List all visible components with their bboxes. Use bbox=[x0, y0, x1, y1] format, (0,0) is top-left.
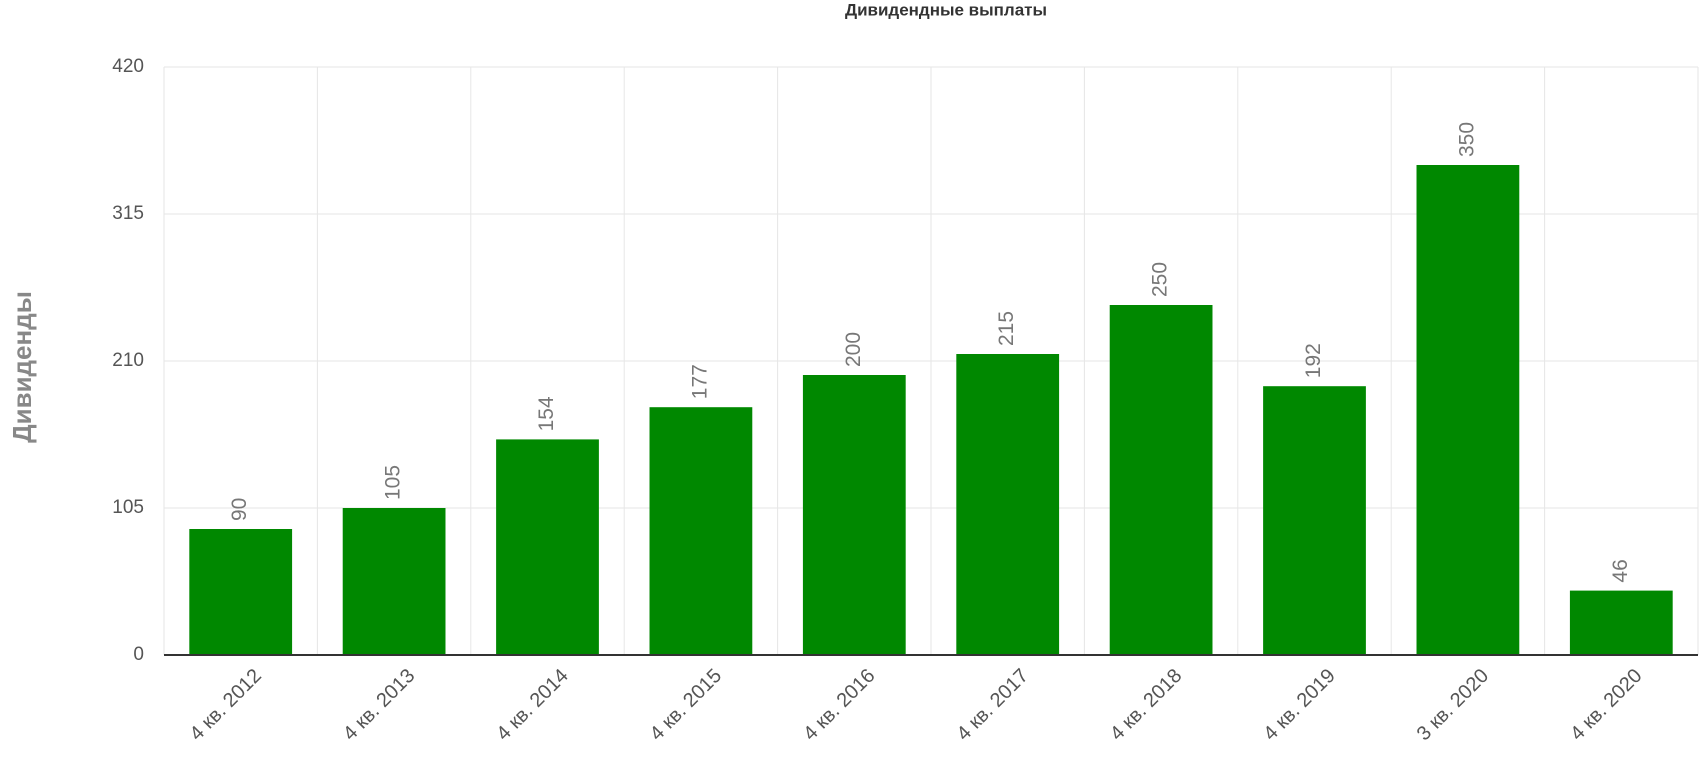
x-tick-label: 4 кв. 2014 bbox=[492, 665, 572, 745]
y-tick-label: 210 bbox=[112, 350, 144, 371]
y-tick-label: 315 bbox=[112, 203, 144, 224]
x-tick-label: 4 кв. 2015 bbox=[646, 665, 726, 745]
data-label: 177 bbox=[688, 364, 711, 399]
bar bbox=[1263, 386, 1366, 655]
data-label: 215 bbox=[995, 311, 1018, 346]
data-label: 154 bbox=[535, 396, 558, 431]
bar bbox=[956, 354, 1060, 655]
x-tick-label: 4 кв. 2017 bbox=[953, 665, 1033, 745]
data-label: 192 bbox=[1302, 343, 1325, 378]
bar bbox=[189, 529, 293, 655]
x-tick-label: 4 кв. 2013 bbox=[339, 665, 419, 745]
bar bbox=[342, 508, 446, 655]
data-label: 350 bbox=[1455, 122, 1478, 157]
bar bbox=[1569, 590, 1673, 655]
data-label: 90 bbox=[228, 498, 251, 521]
x-tick-label: 4 кв. 2020 bbox=[1566, 665, 1646, 745]
data-label: 200 bbox=[842, 332, 865, 367]
chart-title: Дивидендные выплаты bbox=[845, 0, 1047, 19]
y-tick-label: 420 bbox=[112, 56, 144, 77]
y-tick-label: 0 bbox=[133, 644, 144, 665]
data-label: 46 bbox=[1609, 559, 1632, 582]
x-tick-label: 4 кв. 2018 bbox=[1106, 665, 1186, 745]
x-tick-label: 4 кв. 2019 bbox=[1259, 665, 1339, 745]
bar bbox=[496, 439, 599, 655]
x-tick-label: 4 кв. 2016 bbox=[799, 665, 879, 745]
data-label: 250 bbox=[1149, 262, 1172, 297]
x-tick-label: 3 кв. 2020 bbox=[1413, 665, 1493, 745]
bar bbox=[1416, 165, 1520, 655]
data-label: 105 bbox=[382, 465, 405, 500]
y-axis-label: Дивиденды bbox=[7, 291, 37, 443]
bar bbox=[802, 375, 906, 655]
y-tick-label: 105 bbox=[112, 497, 144, 518]
bar bbox=[1109, 305, 1213, 655]
x-tick-label: 4 кв. 2012 bbox=[186, 665, 266, 745]
bar bbox=[649, 407, 753, 655]
